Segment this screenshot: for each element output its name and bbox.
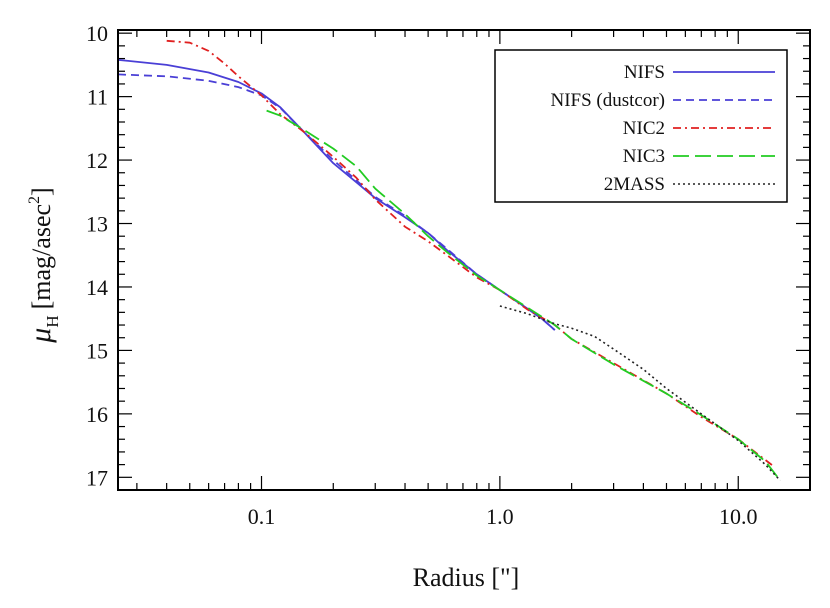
y-tick-label: 17 bbox=[86, 465, 108, 490]
y-tick-label: 14 bbox=[86, 275, 108, 300]
y-tick-label: 15 bbox=[86, 338, 108, 363]
legend-box bbox=[494, 49, 788, 203]
x-tick-label: 1.0 bbox=[486, 504, 514, 529]
series-line-2mass bbox=[499, 305, 781, 482]
y-axis-close-bracket: ] bbox=[27, 187, 56, 196]
series-lines bbox=[117, 39, 781, 482]
y-tick-label: 12 bbox=[86, 148, 108, 173]
legend-label-nifs: NIFS bbox=[624, 62, 665, 83]
y-tick-label: 16 bbox=[86, 402, 108, 427]
x-tick-label: 10.0 bbox=[719, 504, 758, 529]
legend: NIFS NIFS (dustcor) NIC2 NIC3 2MASS bbox=[494, 49, 788, 203]
y-tick-label: 11 bbox=[87, 85, 108, 110]
x-tick-marks bbox=[136, 30, 811, 490]
y-tick-label: 13 bbox=[86, 212, 108, 237]
x-axis-label: Radius ["] bbox=[413, 563, 520, 592]
x-tick-labels: 0.1 1.0 10.0 bbox=[248, 504, 758, 529]
legend-label-nic2: NIC2 bbox=[623, 118, 665, 139]
legend-label-nifs-dustcor: NIFS (dustcor) bbox=[550, 90, 665, 111]
y-tick-labels: 10 11 12 13 14 15 16 17 bbox=[86, 21, 108, 490]
x-tick-label: 0.1 bbox=[248, 504, 276, 529]
y-axis-superscript: 2 bbox=[26, 196, 43, 204]
y-axis-symbol: μ bbox=[24, 328, 57, 344]
series-line-nic2 bbox=[166, 39, 774, 467]
y-axis-label: μH [mag/asec2] bbox=[24, 187, 62, 343]
series-line-nic3 bbox=[266, 109, 781, 482]
plot-frame bbox=[117, 29, 811, 491]
y-axis-unit: [mag/asec bbox=[27, 204, 56, 309]
y-axis-subscript: H bbox=[43, 315, 62, 327]
legend-label-2mass: 2MASS bbox=[604, 174, 665, 195]
y-tick-label: 10 bbox=[86, 21, 108, 46]
legend-entries: NIFS NIFS (dustcor) NIC2 NIC3 2MASS bbox=[550, 62, 775, 195]
legend-label-nic3: NIC3 bbox=[623, 146, 665, 167]
y-tick-marks bbox=[118, 32, 810, 478]
